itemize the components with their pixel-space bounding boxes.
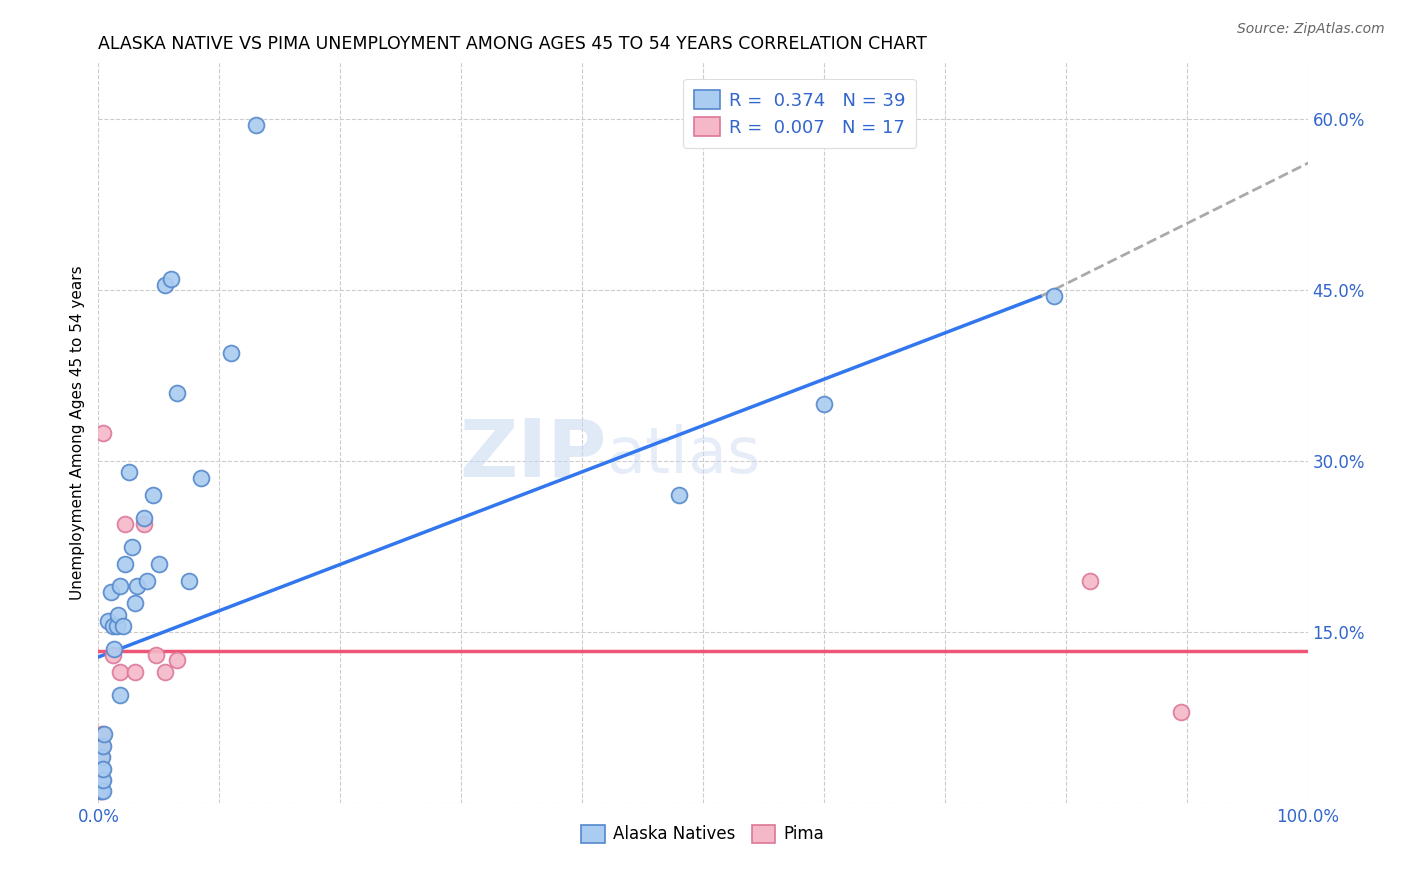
Point xyxy=(134,516,156,531)
Point xyxy=(89,772,111,787)
Point xyxy=(105,619,128,633)
Point xyxy=(1170,705,1192,719)
Point xyxy=(103,642,125,657)
Point xyxy=(91,727,114,741)
Point xyxy=(124,665,146,679)
Point xyxy=(101,648,124,662)
Legend: Alaska Natives, Pima: Alaska Natives, Pima xyxy=(575,818,831,850)
Point xyxy=(91,762,114,776)
Point xyxy=(114,516,136,531)
Point xyxy=(813,397,835,411)
Point xyxy=(114,557,136,571)
Point xyxy=(160,272,183,286)
Point xyxy=(148,557,170,571)
Text: Source: ZipAtlas.com: Source: ZipAtlas.com xyxy=(1237,22,1385,37)
Point xyxy=(153,665,176,679)
Point xyxy=(108,579,131,593)
Point xyxy=(90,762,112,776)
Point xyxy=(142,488,165,502)
Point xyxy=(91,739,114,753)
Point xyxy=(118,466,141,480)
Text: ALASKA NATIVE VS PIMA UNEMPLOYMENT AMONG AGES 45 TO 54 YEARS CORRELATION CHART: ALASKA NATIVE VS PIMA UNEMPLOYMENT AMONG… xyxy=(98,35,928,53)
Point xyxy=(245,118,267,132)
Y-axis label: Unemployment Among Ages 45 to 54 years: Unemployment Among Ages 45 to 54 years xyxy=(70,265,86,600)
Point xyxy=(90,750,112,764)
Point xyxy=(1078,574,1101,588)
Point xyxy=(93,727,115,741)
Point xyxy=(91,772,114,787)
Point xyxy=(179,574,201,588)
Point xyxy=(111,619,134,633)
Text: atlas: atlas xyxy=(606,424,761,486)
Point xyxy=(124,597,146,611)
Point xyxy=(166,653,188,667)
Point xyxy=(101,619,124,633)
Point xyxy=(134,511,156,525)
Point xyxy=(1042,289,1064,303)
Point xyxy=(91,425,114,440)
Point xyxy=(107,607,129,622)
Point xyxy=(145,648,167,662)
Point xyxy=(97,614,120,628)
Point xyxy=(153,277,176,292)
Point xyxy=(127,579,149,593)
Point xyxy=(90,772,112,787)
Point xyxy=(166,385,188,400)
Point xyxy=(91,772,114,787)
Point xyxy=(90,762,112,776)
Point xyxy=(91,784,114,798)
Point xyxy=(221,346,243,360)
Point xyxy=(135,574,157,588)
Point xyxy=(91,750,114,764)
Point xyxy=(668,488,690,502)
Point xyxy=(121,540,143,554)
Point xyxy=(108,665,131,679)
Point xyxy=(190,471,212,485)
Text: ZIP: ZIP xyxy=(458,416,606,494)
Point xyxy=(100,585,122,599)
Point xyxy=(89,784,111,798)
Point xyxy=(91,739,114,753)
Point xyxy=(91,762,114,776)
Point xyxy=(108,688,131,702)
Point xyxy=(90,784,112,798)
